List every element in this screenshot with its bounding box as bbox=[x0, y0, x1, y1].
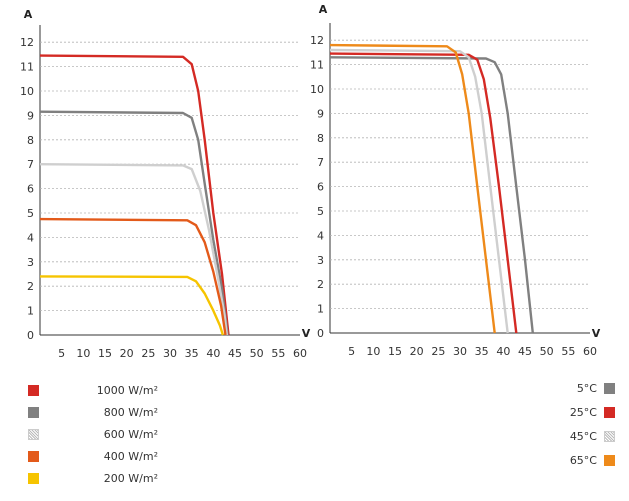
y-tick-label: 1 bbox=[317, 303, 324, 316]
x-tick-label: 20 bbox=[120, 347, 134, 360]
y-tick-label: 11 bbox=[310, 59, 324, 72]
legend-irradiance: 1000 W/m² 800 W/m² 600 W/m² 400 W/m² 200… bbox=[28, 382, 158, 492]
x-tick-label: 35 bbox=[185, 347, 199, 360]
y-tick-label: 9 bbox=[27, 109, 34, 122]
x-tick-label: 25 bbox=[431, 345, 445, 358]
y-tick-label: 4 bbox=[27, 231, 34, 244]
legend-item: 200 W/m² bbox=[28, 470, 158, 492]
x-tick-label: 30 bbox=[453, 345, 467, 358]
y-tick-label: 3 bbox=[317, 254, 324, 267]
legend-swatch bbox=[28, 385, 39, 396]
legend-item: 25°C bbox=[545, 404, 615, 428]
series-line bbox=[39, 54, 230, 336]
x-tick-label: 40 bbox=[206, 347, 220, 360]
legend-label: 45°C bbox=[569, 430, 597, 443]
x-tick-label: 10 bbox=[76, 347, 90, 360]
x-tick-label: 20 bbox=[410, 345, 424, 358]
y-tick-label: 12 bbox=[20, 36, 34, 49]
y-tick-label: 6 bbox=[27, 183, 34, 196]
y-tick-label: 12 bbox=[310, 34, 324, 47]
x-tick-label: 55 bbox=[561, 345, 575, 358]
x-tick-label: 10 bbox=[366, 345, 380, 358]
y-tick-label: 7 bbox=[27, 158, 34, 171]
legend-item: 65°C bbox=[545, 452, 615, 476]
y-tick-label: 5 bbox=[27, 207, 34, 220]
x-tick-label: 35 bbox=[475, 345, 489, 358]
series-line bbox=[329, 52, 518, 334]
series-line bbox=[329, 48, 509, 334]
series-line bbox=[329, 43, 496, 334]
y-tick-label: 4 bbox=[317, 229, 324, 242]
x-tick-label: 40 bbox=[496, 345, 510, 358]
series-line bbox=[39, 110, 229, 336]
x-axis-label: V bbox=[302, 327, 311, 340]
legend-item: 600 W/m² bbox=[28, 426, 158, 448]
legend-label: 800 W/m² bbox=[103, 406, 158, 419]
legend-label: 25°C bbox=[569, 406, 597, 419]
x-tick-label: 55 bbox=[271, 347, 285, 360]
legend-item: 400 W/m² bbox=[28, 448, 158, 470]
legend-temperature: 5°C 25°C 45°C 65°C bbox=[545, 380, 615, 476]
legend-item: 1000 W/m² bbox=[28, 382, 158, 404]
y-tick-label: 10 bbox=[310, 83, 324, 96]
y-tick-label: 8 bbox=[317, 132, 324, 145]
y-tick-label: 6 bbox=[317, 181, 324, 194]
x-tick-label: 60 bbox=[293, 347, 307, 360]
legend-swatch bbox=[28, 451, 39, 462]
legend-swatch bbox=[28, 429, 39, 440]
legend-swatch bbox=[604, 431, 615, 442]
y-tick-label: 11 bbox=[20, 61, 34, 74]
x-axis-label: V bbox=[592, 327, 601, 340]
series-line bbox=[329, 56, 534, 334]
y-tick-label: 7 bbox=[317, 156, 324, 169]
x-tick-label: 30 bbox=[163, 347, 177, 360]
legend-label: 200 W/m² bbox=[103, 472, 158, 485]
x-tick-label: 5 bbox=[58, 347, 65, 360]
y-tick-label: 2 bbox=[27, 280, 34, 293]
y-tick-label: 8 bbox=[27, 134, 34, 147]
legend-swatch bbox=[604, 383, 615, 394]
series-line bbox=[39, 275, 225, 336]
legend-swatch bbox=[28, 407, 39, 418]
x-tick-label: 50 bbox=[540, 345, 554, 358]
legend-swatch bbox=[604, 455, 615, 466]
y-tick-label: 0 bbox=[27, 329, 34, 342]
y-tick-label: 5 bbox=[317, 205, 324, 218]
legend-label: 1000 W/m² bbox=[96, 384, 158, 397]
legend-label: 5°C bbox=[576, 382, 597, 395]
legend-item: 800 W/m² bbox=[28, 404, 158, 426]
y-tick-label: 10 bbox=[20, 85, 34, 98]
x-tick-label: 45 bbox=[228, 347, 242, 360]
legend-swatch bbox=[28, 473, 39, 484]
y-tick-label: 1 bbox=[27, 305, 34, 318]
y-axis-label: A bbox=[319, 3, 328, 16]
x-tick-label: 25 bbox=[141, 347, 155, 360]
y-tick-label: 3 bbox=[27, 256, 34, 269]
series-line bbox=[39, 163, 228, 336]
legend-label: 65°C bbox=[569, 454, 597, 467]
x-tick-label: 45 bbox=[518, 345, 532, 358]
x-tick-label: 15 bbox=[388, 345, 402, 358]
y-tick-label: 2 bbox=[317, 278, 324, 291]
legend-label: 400 W/m² bbox=[103, 450, 158, 463]
x-tick-label: 50 bbox=[250, 347, 264, 360]
y-axis-label: A bbox=[24, 8, 33, 21]
y-tick-label: 0 bbox=[317, 327, 324, 340]
legend-label: 600 W/m² bbox=[103, 428, 158, 441]
x-tick-label: 5 bbox=[348, 345, 355, 358]
x-tick-label: 15 bbox=[98, 347, 112, 360]
legend-item: 45°C bbox=[545, 428, 615, 452]
x-tick-label: 60 bbox=[583, 345, 597, 358]
series-line bbox=[39, 217, 227, 336]
legend-swatch bbox=[604, 407, 615, 418]
y-tick-label: 9 bbox=[317, 107, 324, 120]
legend-item: 5°C bbox=[545, 380, 615, 404]
